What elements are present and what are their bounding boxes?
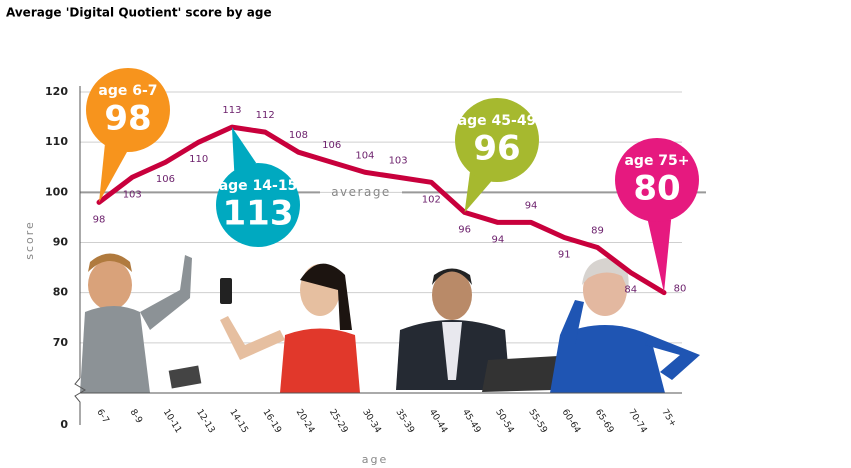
data-label: 84	[624, 285, 637, 296]
bubble	[615, 138, 699, 222]
y-axis-label: score	[23, 220, 36, 260]
bubble-value: 96	[473, 129, 520, 169]
data-label: 94	[525, 200, 538, 211]
x-tick-label: 25-29	[327, 408, 349, 436]
y-tick-label: 90	[53, 236, 69, 249]
data-label: 91	[558, 249, 571, 260]
x-axis-label: age	[362, 453, 389, 466]
data-label: 96	[458, 224, 471, 235]
data-label: 112	[256, 110, 275, 121]
x-tick-label: 8-9	[128, 408, 144, 426]
x-tick-label: 75+	[659, 408, 678, 429]
bubble-label: age 6-7	[98, 83, 157, 99]
bubble	[216, 163, 300, 247]
bubble-label: age 75+	[624, 153, 689, 169]
data-label: 98	[93, 214, 106, 225]
data-label: 102	[422, 194, 441, 205]
x-tick-label: 70-74	[626, 408, 648, 436]
bubble-tail	[99, 145, 127, 203]
x-tick-label: 16-19	[261, 408, 283, 436]
x-tick-label: 55-59	[526, 408, 548, 436]
line	[96, 124, 667, 296]
data-label: 110	[189, 154, 208, 165]
data-label: 80	[674, 284, 687, 295]
data-label: 103	[389, 155, 408, 166]
x-tick-label: 50-54	[493, 408, 515, 436]
x-tick-label: 60-64	[560, 408, 582, 436]
y-tick-label: 0	[60, 418, 68, 431]
data-label: 108	[289, 130, 308, 141]
illustrations	[80, 253, 700, 393]
data-label: 113	[222, 105, 241, 116]
x-tick-label: 35-39	[393, 408, 415, 436]
data-label: 104	[355, 150, 374, 161]
bubble-tail	[231, 127, 257, 171]
bubble-label: age 14-15	[219, 178, 298, 194]
data-label: 106	[156, 174, 175, 185]
bubble	[455, 98, 539, 182]
bubble	[86, 68, 170, 152]
x-tick-label: 12-13	[194, 408, 216, 435]
y-tick-label: 70	[53, 336, 69, 349]
average-label: average	[331, 185, 391, 199]
data-label: 94	[491, 234, 504, 245]
x-tick-label: 45-49	[460, 408, 482, 436]
x-tick-label: 20-24	[294, 408, 316, 436]
y-tick-label: 120	[45, 85, 68, 98]
x-tick-label: 6-7	[94, 408, 110, 426]
x-tick-label: 10-11	[161, 408, 183, 435]
child	[80, 253, 202, 393]
bubble-value: 113	[223, 194, 294, 234]
x-tick-label: 65-69	[593, 408, 615, 436]
y-tick-label: 110	[45, 135, 68, 148]
bubble-label: age 45-49	[458, 113, 537, 129]
bubble-value: 98	[104, 99, 151, 139]
x-tick-label: 40-44	[427, 408, 449, 436]
data-label: 106	[322, 140, 341, 151]
data-label: 103	[123, 189, 142, 200]
businessman	[396, 268, 558, 392]
bubble-tail	[464, 172, 492, 213]
y-tick-label: 80	[53, 286, 69, 299]
bubble-tail	[647, 219, 672, 293]
young-woman	[220, 263, 360, 393]
y-tick-label: 100	[45, 185, 68, 198]
data-label: 89	[591, 226, 604, 237]
bubble-value: 80	[633, 169, 680, 209]
elderly-woman	[550, 258, 700, 393]
chart-title: Average 'Digital Quotient' score by age	[6, 6, 272, 20]
x-tick-label: 30-34	[360, 408, 382, 436]
x-tick-label: 14-15	[227, 408, 249, 435]
